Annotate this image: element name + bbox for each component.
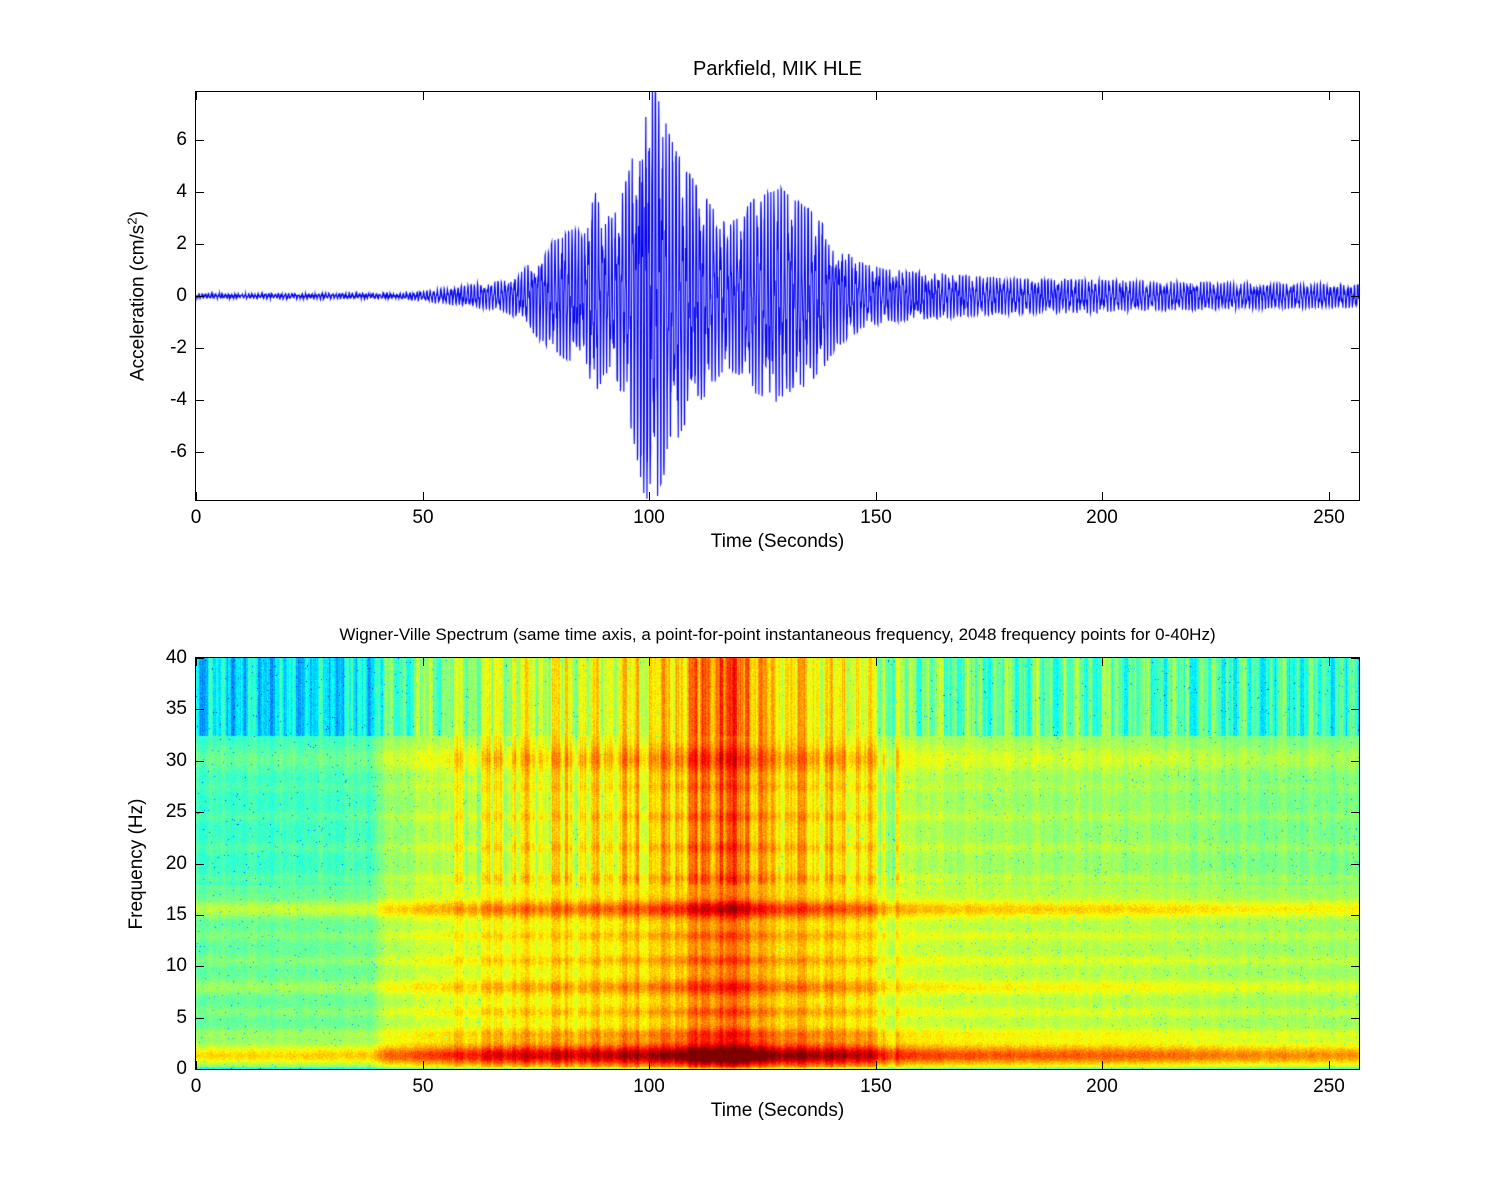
bottom-plot-ylabel: Frequency (Hz) [126, 798, 147, 929]
wigner-ville-spectrum-canvas [196, 658, 1359, 1069]
y-tick-label: 10 [165, 955, 187, 976]
x-tick-label: 150 [860, 507, 892, 528]
y-tick-label: 30 [165, 750, 187, 771]
x-tick-label: 250 [1313, 1076, 1345, 1097]
y-tick-label: -4 [170, 389, 187, 410]
bottom-plot: Wigner-Ville Spectrum (same time axis, a… [126, 625, 1360, 1121]
x-tick-label: 100 [633, 1076, 665, 1097]
y-tick-label: 0 [176, 1058, 187, 1079]
y-tick-label: 35 [165, 698, 187, 719]
x-tick-label: 150 [860, 1076, 892, 1097]
top-plot-ylabel: Acceleration (cm/s2) [124, 211, 149, 381]
x-tick-label: 50 [412, 1076, 434, 1097]
top-plot: Parkfield, MIK HLE Acceleration (cm/s2) … [124, 58, 1360, 552]
x-tick-label: 50 [412, 507, 434, 528]
top-plot-ylabel-superscript: 2 [124, 217, 140, 225]
bottom-plot-xlabel: Time (Seconds) [710, 1100, 845, 1121]
tick-mark [1351, 1069, 1359, 1070]
x-tick-label: 0 [190, 1076, 202, 1097]
tick-mark [196, 1069, 204, 1070]
x-tick-label: 200 [1086, 1076, 1118, 1097]
x-tick-label: 0 [190, 507, 202, 528]
bottom-plot-title: Wigner-Ville Spectrum (same time axis, a… [339, 625, 1216, 644]
x-tick-label: 200 [1086, 507, 1118, 528]
y-tick-label: -6 [170, 441, 187, 462]
seismogram-waveform-canvas [196, 92, 1359, 500]
top-plot-xlabel: Time (Seconds) [710, 531, 845, 552]
top-plot-ylabel-close: ) [127, 210, 149, 218]
y-tick-label: 6 [176, 129, 187, 150]
top-plot-title: Parkfield, MIK HLE [693, 58, 862, 80]
y-tick-label: 5 [176, 1007, 187, 1028]
y-tick-label: 4 [176, 181, 187, 202]
x-tick-label: 250 [1313, 507, 1345, 528]
x-tick-label: 100 [633, 507, 665, 528]
y-tick-label: 40 [165, 647, 187, 668]
top-plot-ylabel-text: Acceleration (cm/s [127, 224, 149, 382]
